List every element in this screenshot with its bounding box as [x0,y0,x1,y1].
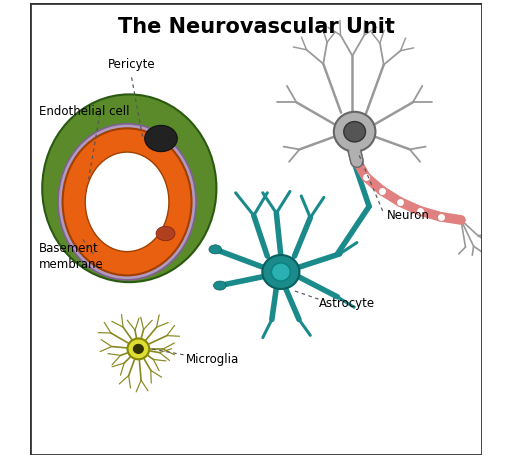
Ellipse shape [42,94,217,282]
Ellipse shape [134,344,143,354]
Ellipse shape [209,245,222,254]
Ellipse shape [214,281,226,290]
Ellipse shape [156,226,175,241]
Text: Neuron: Neuron [387,209,430,222]
Text: Astrocyte: Astrocyte [318,297,375,310]
Ellipse shape [262,255,300,289]
Text: Endothelial cell: Endothelial cell [39,105,130,118]
Ellipse shape [62,128,191,275]
Ellipse shape [85,152,169,251]
Ellipse shape [127,338,149,360]
Ellipse shape [334,112,375,152]
Text: Basement
membrane: Basement membrane [39,242,103,271]
Ellipse shape [344,121,366,142]
Ellipse shape [271,263,290,281]
Text: Pericyte: Pericyte [108,58,155,71]
Text: Microglia: Microglia [186,353,239,366]
Ellipse shape [58,124,196,280]
Ellipse shape [145,125,177,152]
Text: The Neurovascular Unit: The Neurovascular Unit [118,17,394,37]
